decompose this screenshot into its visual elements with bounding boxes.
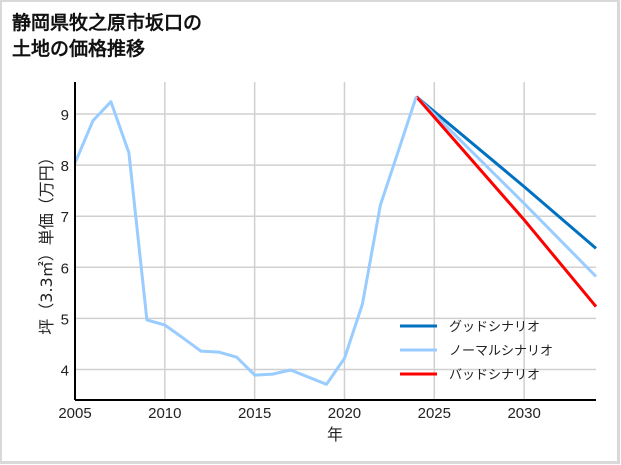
y-tick-label: 6	[61, 260, 69, 277]
y-tick-label: 5	[61, 311, 69, 328]
y-tick-label: 7	[61, 209, 69, 226]
legend-label: バッドシナリオ	[449, 368, 540, 383]
series-line	[73, 96, 418, 386]
y-tick-label: 4	[61, 363, 69, 380]
y-tick-label: 9	[61, 107, 69, 124]
series-line	[415, 95, 598, 278]
data-lines	[73, 95, 598, 386]
x-tick-label: 2020	[328, 405, 361, 422]
y-tick-label: 8	[61, 158, 69, 175]
series-line	[415, 95, 597, 250]
tick-labels: 2005 2010 2015 2020 2025 2030 4 5 6 7 8 9	[58, 107, 541, 422]
x-tick-label: 2010	[148, 405, 181, 422]
chart-title: 静岡県牧之原市坂口の 土地の価格推移	[12, 12, 203, 60]
x-tick-label: 2005	[58, 405, 91, 422]
series-line	[415, 95, 598, 308]
x-tick-label: 2030	[507, 405, 540, 422]
y-axis-label: 坪（3.3㎡）単価（万円）	[37, 149, 56, 334]
grid-lines	[74, 82, 596, 400]
legend-label: グッドシナリオ	[449, 320, 540, 335]
legend-label: ノーマルシナリオ	[449, 344, 553, 359]
x-tick-label: 2025	[418, 405, 451, 422]
axes	[74, 82, 596, 401]
x-tick-label: 2015	[238, 405, 271, 422]
x-axis-label: 年	[327, 425, 343, 444]
